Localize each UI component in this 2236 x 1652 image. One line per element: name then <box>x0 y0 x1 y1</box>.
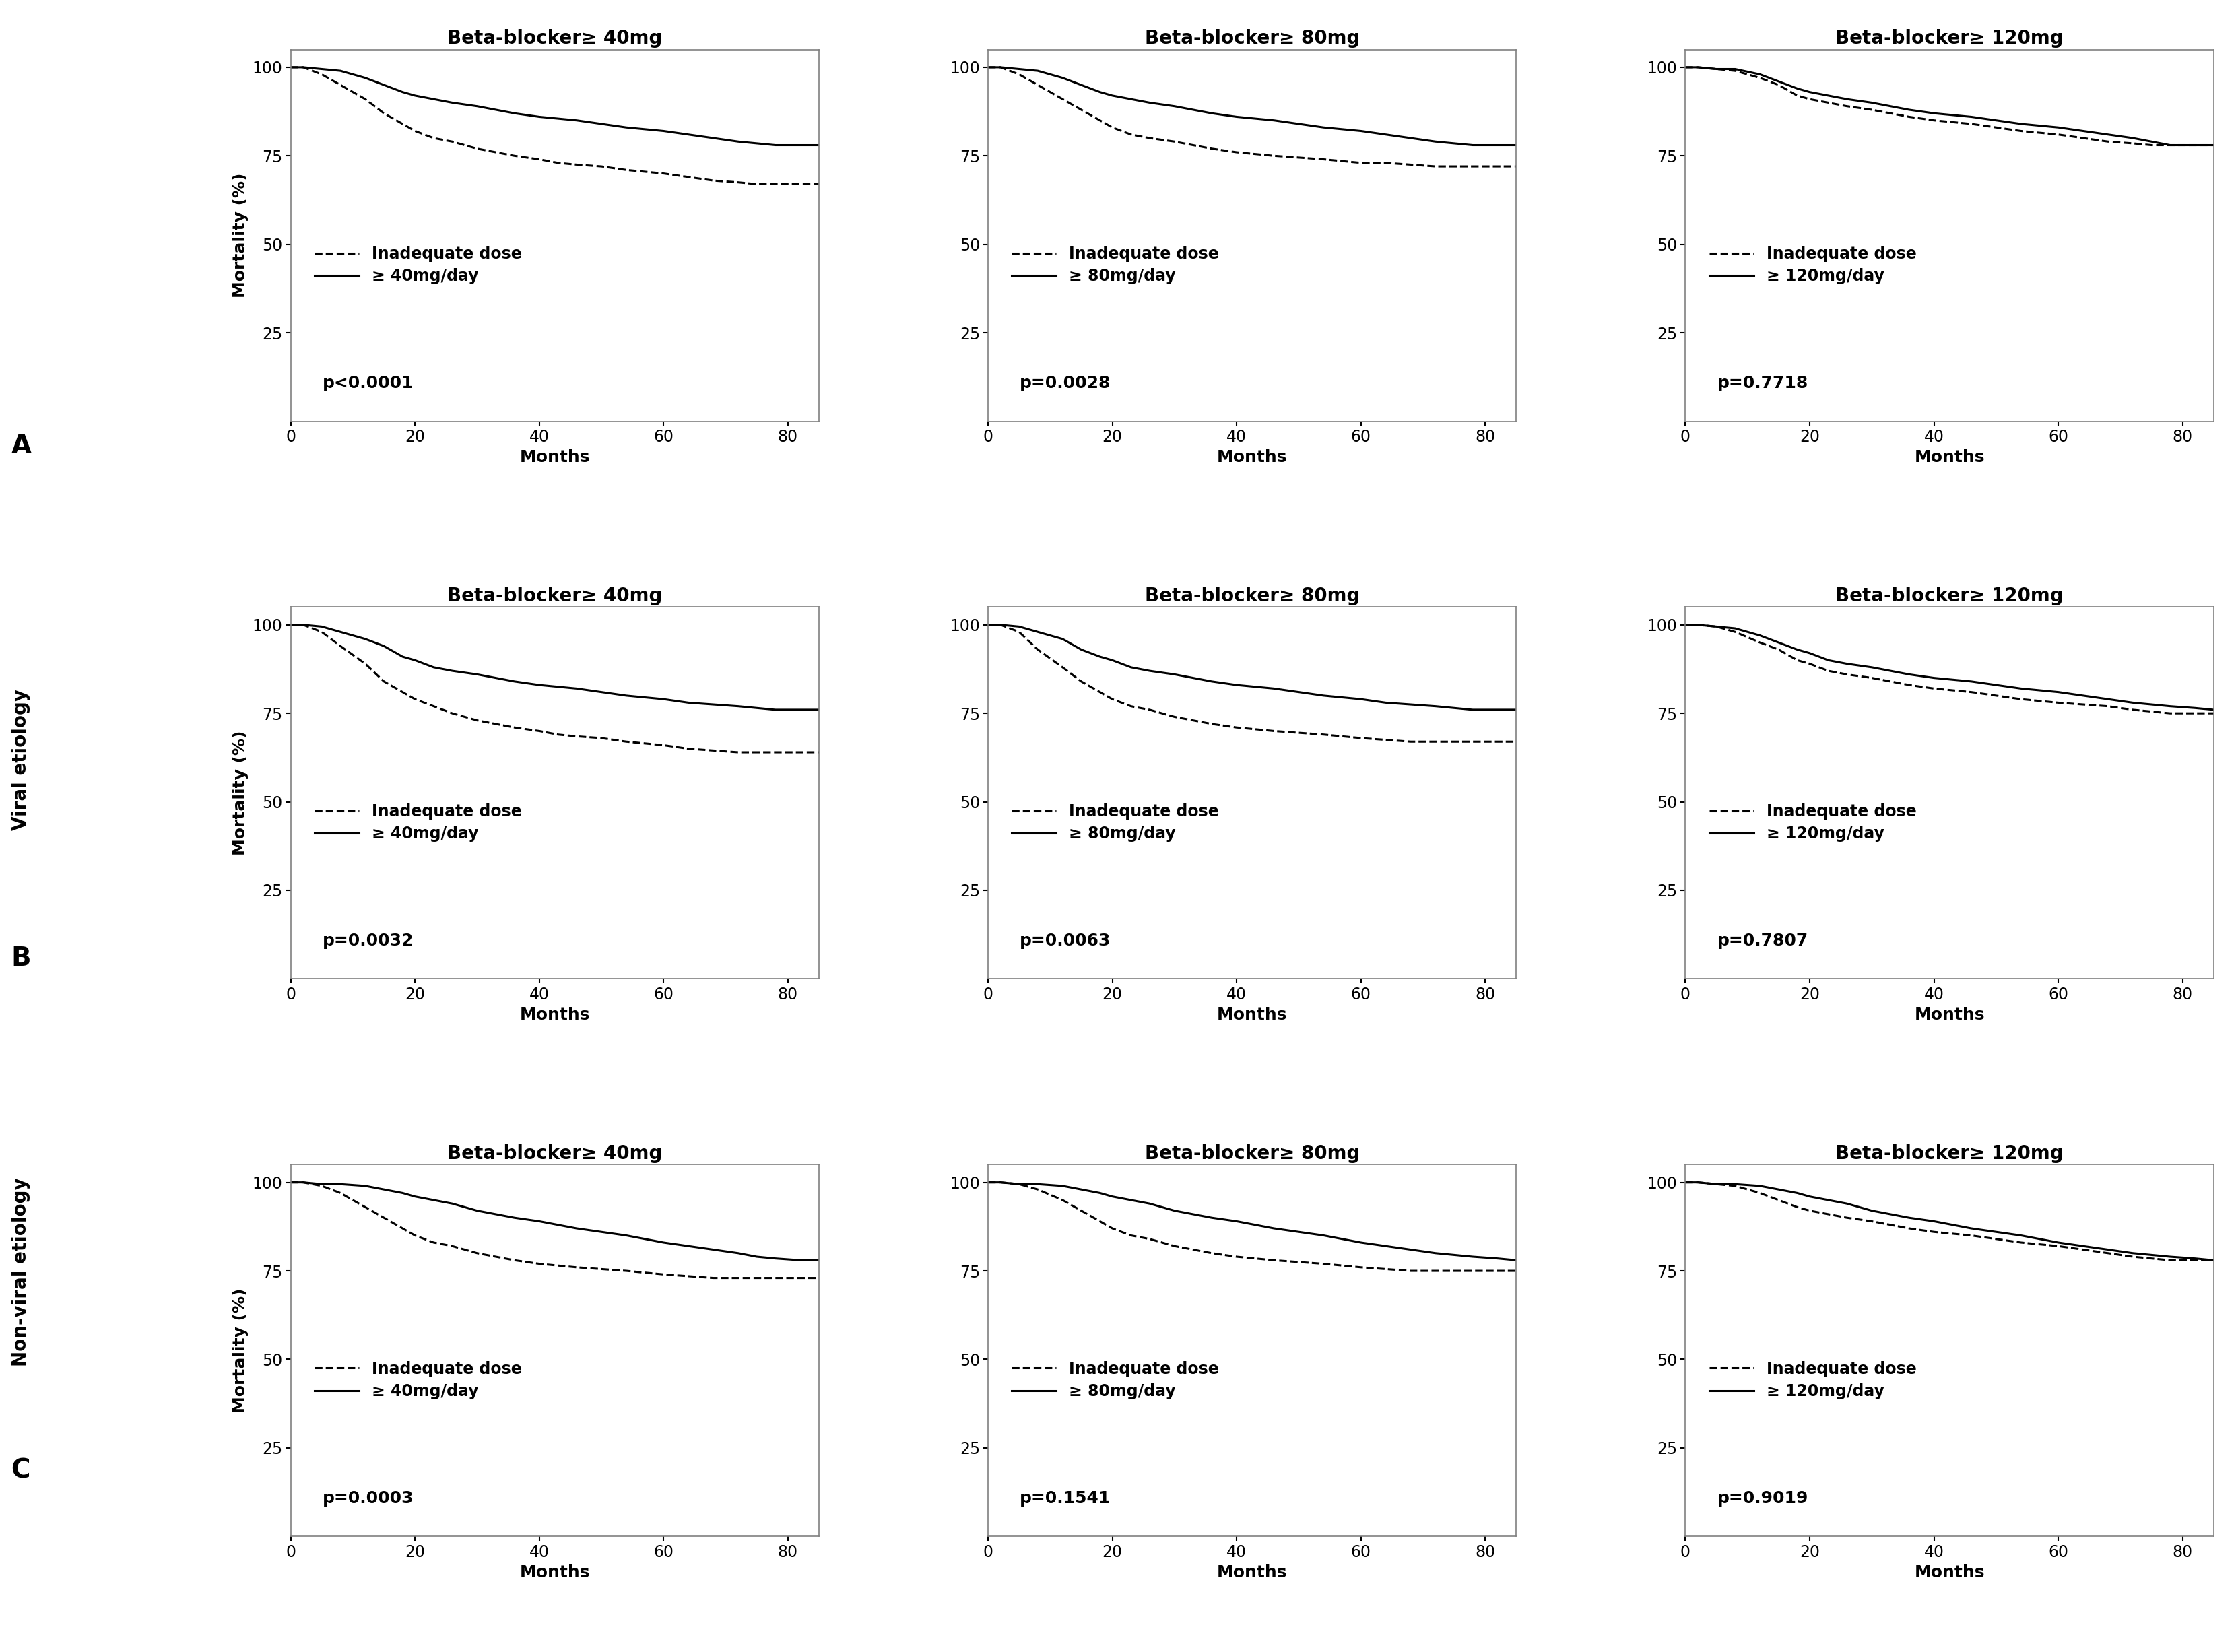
Text: p=0.7807: p=0.7807 <box>1717 933 1809 948</box>
Title: Beta-blocker≥ 40mg: Beta-blocker≥ 40mg <box>447 30 662 48</box>
X-axis label: Months: Months <box>519 1006 590 1023</box>
Title: Beta-blocker≥ 120mg: Beta-blocker≥ 120mg <box>1836 586 2064 606</box>
Text: p=0.1541: p=0.1541 <box>1020 1490 1111 1507</box>
Y-axis label: Mortality (%): Mortality (%) <box>233 1289 248 1412</box>
X-axis label: Months: Months <box>1216 1006 1288 1023</box>
Text: p=0.0003: p=0.0003 <box>322 1490 414 1507</box>
Legend: Inadequate dose, ≥ 40mg/day: Inadequate dose, ≥ 40mg/day <box>315 246 521 284</box>
Text: p<0.0001: p<0.0001 <box>322 375 414 392</box>
Title: Beta-blocker≥ 40mg: Beta-blocker≥ 40mg <box>447 1145 662 1163</box>
Text: Viral etiology: Viral etiology <box>11 689 29 831</box>
Title: Beta-blocker≥ 80mg: Beta-blocker≥ 80mg <box>1145 586 1359 606</box>
X-axis label: Months: Months <box>519 449 590 466</box>
Title: Beta-blocker≥ 80mg: Beta-blocker≥ 80mg <box>1145 1145 1359 1163</box>
Legend: Inadequate dose, ≥ 120mg/day: Inadequate dose, ≥ 120mg/day <box>1708 246 1916 284</box>
X-axis label: Months: Months <box>1216 1564 1288 1581</box>
Y-axis label: Mortality (%): Mortality (%) <box>233 173 248 297</box>
X-axis label: Months: Months <box>1216 449 1288 466</box>
Text: A: A <box>11 433 31 459</box>
Title: Beta-blocker≥ 120mg: Beta-blocker≥ 120mg <box>1836 1145 2064 1163</box>
Y-axis label: Mortality (%): Mortality (%) <box>233 730 248 856</box>
X-axis label: Months: Months <box>1914 449 1986 466</box>
Title: Beta-blocker≥ 40mg: Beta-blocker≥ 40mg <box>447 586 662 606</box>
Text: C: C <box>11 1457 31 1483</box>
Text: B: B <box>11 945 31 971</box>
X-axis label: Months: Months <box>1914 1564 1986 1581</box>
X-axis label: Months: Months <box>1914 1006 1986 1023</box>
Legend: Inadequate dose, ≥ 80mg/day: Inadequate dose, ≥ 80mg/day <box>1013 803 1219 843</box>
Title: Beta-blocker≥ 120mg: Beta-blocker≥ 120mg <box>1836 30 2064 48</box>
Legend: Inadequate dose, ≥ 120mg/day: Inadequate dose, ≥ 120mg/day <box>1708 803 1916 843</box>
Text: p=0.9019: p=0.9019 <box>1717 1490 1809 1507</box>
Legend: Inadequate dose, ≥ 80mg/day: Inadequate dose, ≥ 80mg/day <box>1013 246 1219 284</box>
Legend: Inadequate dose, ≥ 120mg/day: Inadequate dose, ≥ 120mg/day <box>1708 1361 1916 1399</box>
Title: Beta-blocker≥ 80mg: Beta-blocker≥ 80mg <box>1145 30 1359 48</box>
Legend: Inadequate dose, ≥ 40mg/day: Inadequate dose, ≥ 40mg/day <box>315 803 521 843</box>
X-axis label: Months: Months <box>519 1564 590 1581</box>
Legend: Inadequate dose, ≥ 80mg/day: Inadequate dose, ≥ 80mg/day <box>1013 1361 1219 1399</box>
Text: p=0.0028: p=0.0028 <box>1020 375 1111 392</box>
Text: Non-viral etiology: Non-viral etiology <box>11 1178 29 1366</box>
Text: p=0.7718: p=0.7718 <box>1717 375 1809 392</box>
Text: p=0.0063: p=0.0063 <box>1020 933 1111 948</box>
Text: p=0.0032: p=0.0032 <box>322 933 414 948</box>
Legend: Inadequate dose, ≥ 40mg/day: Inadequate dose, ≥ 40mg/day <box>315 1361 521 1399</box>
